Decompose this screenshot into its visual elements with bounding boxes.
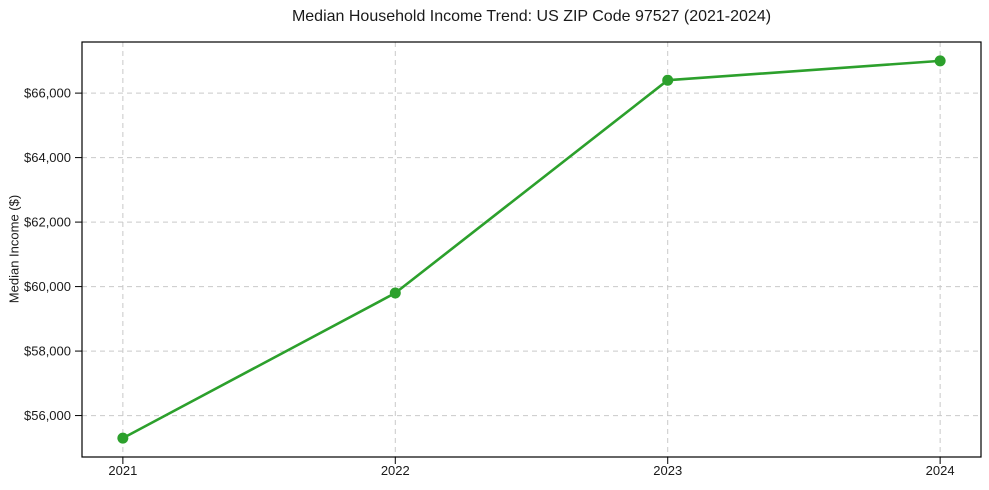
data-point-2023 xyxy=(662,74,674,86)
chart-title: Median Household Income Trend: US ZIP Co… xyxy=(291,8,772,25)
y-tick-label: $56,000 xyxy=(24,408,71,423)
data-point-2021 xyxy=(117,432,129,444)
data-point-2022 xyxy=(389,287,401,299)
income-trend-line xyxy=(121,59,942,440)
y-tick-label: $58,000 xyxy=(24,344,71,359)
x-tick-label: 2022 xyxy=(381,463,410,478)
x-tick-label: 2021 xyxy=(108,463,137,478)
y-tick-label: $66,000 xyxy=(24,86,71,101)
x-tick-label: 2024 xyxy=(926,463,955,478)
x-tick-label: 2023 xyxy=(653,463,682,478)
y-tick-label: $60,000 xyxy=(24,279,71,294)
data-point-2024 xyxy=(934,55,946,67)
y-tick-label: $62,000 xyxy=(24,215,71,230)
plot-frame xyxy=(81,41,982,458)
y-tick-label: $64,000 xyxy=(24,150,71,165)
